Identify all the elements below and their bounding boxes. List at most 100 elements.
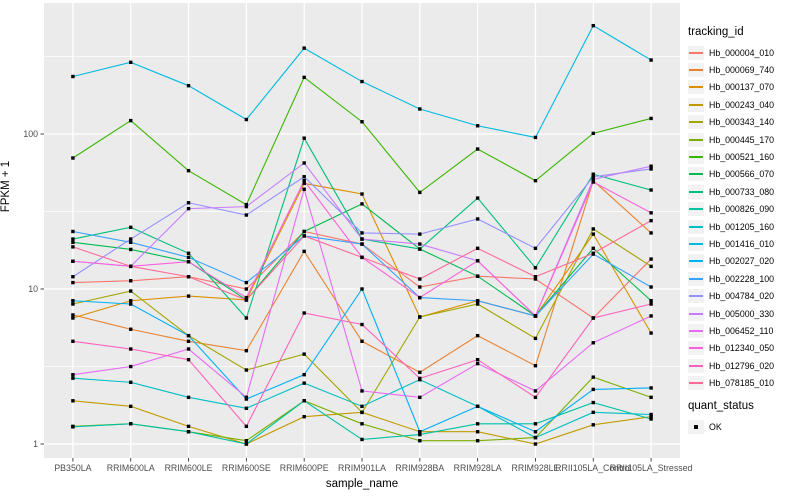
data-point <box>186 251 191 255</box>
legend-item: Hb_006452_110 <box>688 322 798 339</box>
legend-line-icon <box>689 156 703 159</box>
legend-line-icon <box>689 51 703 54</box>
legend-item-label: Hb_001416_010 <box>709 238 775 249</box>
data-point <box>418 295 422 300</box>
data-point <box>475 217 480 221</box>
quant-status-label: OK <box>709 421 722 432</box>
data-point <box>129 240 133 245</box>
data-point <box>71 74 75 79</box>
data-point <box>533 314 538 318</box>
data-point <box>186 168 191 173</box>
data-point <box>302 187 306 191</box>
legend-item: Hb_000521_160 <box>688 148 798 165</box>
legend-line-icon <box>689 329 703 332</box>
data-point <box>591 177 595 182</box>
data-point <box>649 116 653 121</box>
legend-key-box <box>688 254 704 269</box>
data-point <box>129 422 133 426</box>
data-point <box>475 124 480 128</box>
legend-item-label: Hb_000445_170 <box>709 134 775 145</box>
data-point <box>186 255 191 260</box>
legend-key-box <box>688 419 704 434</box>
data-point <box>302 415 306 419</box>
legend-item: Hb_000733_080 <box>688 183 798 200</box>
y-axis-title: FPKM + 1 <box>0 160 12 213</box>
data-point <box>360 79 364 84</box>
data-point <box>649 417 653 421</box>
data-point <box>418 285 422 289</box>
legend-item: Hb_000826_090 <box>688 201 798 218</box>
data-point <box>649 314 653 318</box>
data-point <box>302 229 306 234</box>
data-point <box>186 333 191 338</box>
data-point <box>244 348 249 353</box>
data-point <box>475 361 480 366</box>
x-tick-label: RRII105LA_Stressed <box>610 463 693 473</box>
data-point <box>418 190 422 195</box>
data-point <box>533 435 538 440</box>
data-point <box>533 178 538 183</box>
data-point <box>591 175 595 179</box>
data-point <box>591 387 595 392</box>
data-point <box>533 422 538 426</box>
data-point <box>649 331 653 335</box>
data-point <box>244 287 249 291</box>
legend-line-icon <box>689 260 703 263</box>
legend-key-box <box>688 358 704 373</box>
legend-line-icon <box>689 295 703 298</box>
legend-line-icon <box>689 208 703 211</box>
legend-item: Hb_078185_010 <box>688 374 798 391</box>
data-point <box>533 364 538 368</box>
data-point <box>649 415 653 419</box>
data-point <box>71 240 75 245</box>
data-point <box>418 432 422 437</box>
legend-line-icon <box>689 364 703 367</box>
data-point <box>649 285 653 289</box>
legend-key-box <box>688 150 704 165</box>
data-point <box>244 117 249 122</box>
legend-item: Hb_000343_140 <box>688 114 798 131</box>
data-point <box>533 336 538 341</box>
data-point <box>71 156 75 160</box>
data-point <box>360 389 364 393</box>
data-point <box>649 395 653 400</box>
data-point <box>129 347 133 351</box>
data-point <box>302 249 306 254</box>
data-point <box>649 211 653 215</box>
legend-key-box <box>688 323 704 338</box>
legend-key-box <box>688 219 704 234</box>
data-point <box>71 237 75 241</box>
legend-item: Hb_004784_020 <box>688 287 798 304</box>
data-point <box>302 75 306 80</box>
data-point <box>129 364 133 369</box>
legend-item-label: Hb_000343_140 <box>709 117 775 128</box>
x-axis-title: sample_name <box>325 478 399 490</box>
legend-line-icon <box>689 103 703 106</box>
quant-status-item: OK <box>688 418 798 435</box>
legend-key-box <box>688 80 704 95</box>
data-point <box>302 234 306 238</box>
legend-title-tracking-id: tracking_id <box>688 26 744 38</box>
legend-item: Hb_000069_740 <box>688 61 798 78</box>
x-tick-label: RRIM600LA <box>107 463 155 473</box>
data-point <box>418 395 422 400</box>
data-point <box>186 294 191 298</box>
data-point <box>302 161 306 165</box>
data-point <box>360 120 364 124</box>
data-point <box>186 260 191 264</box>
data-point <box>649 164 653 168</box>
legend-item: Hb_012340_050 <box>688 340 798 357</box>
data-point <box>244 442 249 446</box>
data-point <box>360 410 364 415</box>
data-point <box>360 404 364 409</box>
data-point <box>591 400 595 405</box>
data-point <box>418 370 422 375</box>
data-point <box>360 437 364 442</box>
legend-item-label: Hb_000004_010 <box>709 47 775 58</box>
data-point <box>360 242 364 246</box>
data-point <box>475 299 480 303</box>
data-point <box>302 178 306 183</box>
data-point <box>129 302 133 306</box>
data-point <box>129 60 133 65</box>
x-tick-label: RRIM928LA <box>454 463 502 473</box>
